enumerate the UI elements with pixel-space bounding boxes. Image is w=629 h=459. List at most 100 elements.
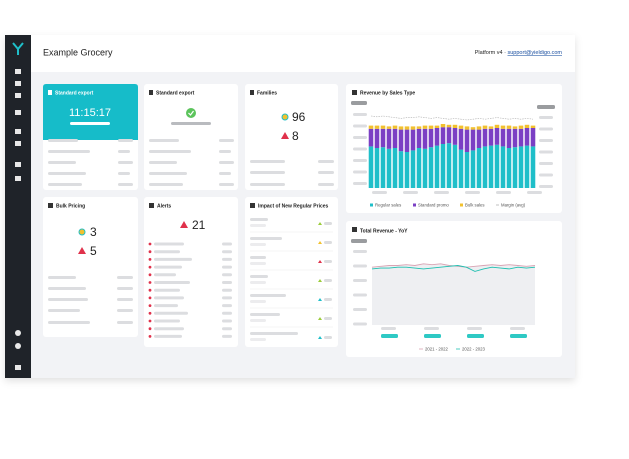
placeholder — [222, 296, 232, 300]
alert-dot — [148, 288, 152, 292]
bar-segment — [458, 149, 464, 188]
placeholder — [149, 161, 177, 164]
placeholder — [403, 191, 418, 194]
placeholder — [353, 322, 367, 326]
trend-icon — [318, 317, 322, 320]
placeholder — [48, 276, 76, 279]
placeholder — [118, 161, 133, 164]
legend-label: Standard promo — [418, 202, 449, 207]
bar-segment — [488, 126, 494, 129]
bar-segment — [506, 128, 512, 148]
placeholder — [154, 288, 180, 292]
chart-title: Revenue by Sales Type — [360, 90, 415, 96]
placeholder — [539, 173, 553, 177]
bar-segment — [464, 126, 470, 130]
placeholder — [222, 281, 232, 284]
nav-icon[interactable] — [15, 129, 21, 134]
placeholder — [250, 237, 282, 240]
nav-icon[interactable] — [15, 110, 21, 115]
progress-bar — [70, 122, 110, 125]
placeholder — [154, 319, 180, 323]
placeholder — [467, 327, 482, 330]
bar-segment — [428, 125, 434, 129]
warning-count: 8 — [292, 129, 299, 143]
bar-segment — [398, 129, 404, 152]
placeholder — [250, 300, 266, 303]
placeholder — [351, 101, 367, 105]
bar-segment — [392, 148, 398, 188]
page-title: Example Grocery — [43, 47, 113, 57]
alert-dot — [148, 319, 152, 323]
bar-segment — [434, 125, 440, 128]
warning-count: 5 — [90, 244, 97, 258]
bar-segment — [368, 125, 374, 129]
nav-icon[interactable] — [15, 176, 21, 181]
placeholder — [154, 296, 184, 300]
trend-icon — [318, 298, 322, 301]
bar-segment — [488, 145, 494, 188]
placeholder — [372, 191, 387, 194]
nav-icon[interactable] — [15, 141, 21, 146]
bar-segment — [404, 152, 410, 188]
placeholder — [154, 273, 176, 277]
placeholder — [324, 241, 332, 244]
alert-dot — [148, 327, 152, 331]
card-icon — [250, 203, 255, 208]
home-icon[interactable] — [15, 365, 21, 370]
placeholder — [222, 319, 232, 323]
placeholder — [154, 281, 190, 284]
bar-segment — [458, 125, 464, 129]
alert-dot — [148, 304, 152, 307]
bar-segment — [524, 128, 530, 146]
check — [188, 110, 194, 116]
placeholder — [250, 294, 286, 297]
bar-segment — [404, 129, 410, 152]
placeholder — [353, 170, 367, 174]
bar-segment — [386, 148, 392, 188]
legend-swatch — [370, 203, 373, 207]
bar-segment — [446, 124, 452, 128]
placeholder — [539, 162, 553, 165]
placeholder — [118, 139, 133, 142]
placeholder — [353, 182, 367, 185]
placeholder — [539, 116, 553, 119]
legend-label: 2022 - 2023 — [462, 346, 486, 351]
card-title: Impact of New Regular Prices — [258, 203, 329, 209]
bar-segment — [368, 128, 374, 147]
bar-segment — [374, 125, 380, 129]
placeholder — [154, 334, 182, 338]
placeholder — [324, 279, 332, 282]
placeholder — [539, 150, 553, 154]
placeholder — [324, 317, 332, 320]
placeholder — [118, 172, 130, 175]
placeholder — [154, 265, 182, 269]
legend-label: Regular sales — [375, 202, 401, 207]
progress-bar — [171, 122, 211, 125]
info-icon — [78, 228, 86, 236]
settings-icon[interactable] — [15, 330, 21, 336]
user-icon[interactable] — [15, 343, 21, 349]
legend-label: Bulk sales — [465, 202, 485, 207]
placeholder — [149, 139, 179, 142]
nav-icon[interactable] — [15, 93, 21, 98]
bar-segment — [440, 124, 446, 128]
support-email[interactable]: support@yieldigo.com — [508, 50, 563, 56]
nav-icon[interactable] — [15, 69, 21, 74]
placeholder — [154, 242, 184, 246]
nav-icon[interactable] — [15, 81, 21, 86]
bar-segment — [518, 128, 524, 147]
card — [245, 84, 338, 190]
alert-dot — [148, 273, 152, 277]
placeholder — [353, 264, 367, 268]
bar-segment — [398, 151, 404, 188]
nav-icon[interactable] — [15, 162, 21, 167]
sidebar — [5, 35, 31, 378]
bar-segment — [506, 125, 512, 129]
bar-segment — [464, 129, 470, 152]
placeholder — [48, 139, 78, 142]
bar-segment — [464, 152, 470, 188]
bar-segment — [440, 144, 446, 188]
bar-segment — [518, 146, 524, 188]
alert-dot — [148, 335, 152, 338]
logo[interactable] — [12, 42, 24, 55]
